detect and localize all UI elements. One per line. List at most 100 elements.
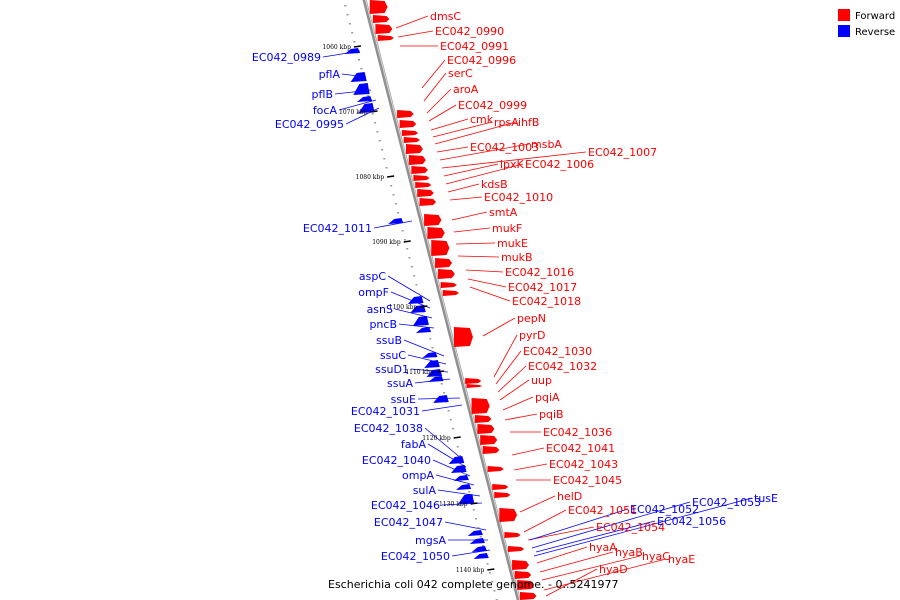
reverse-gene-arrow[interactable]: [415, 327, 432, 333]
forward-gene-label[interactable]: EC042_0990: [435, 25, 504, 38]
forward-gene-arrow[interactable]: [405, 144, 423, 154]
forward-gene-arrow[interactable]: [431, 240, 450, 256]
forward-gene-label[interactable]: cmk: [470, 113, 494, 126]
forward-gene-arrow[interactable]: [419, 198, 437, 206]
reverse-gene-arrow[interactable]: [424, 360, 440, 368]
reverse-gene-arrow[interactable]: [450, 465, 467, 473]
forward-gene-label[interactable]: EC042_1003: [470, 141, 539, 154]
forward-gene-label[interactable]: hyaC: [642, 550, 670, 563]
forward-gene-arrow[interactable]: [494, 492, 511, 498]
reverse-gene-label[interactable]: ssuE: [391, 393, 416, 406]
forward-gene-arrow[interactable]: [440, 282, 457, 288]
forward-gene-label[interactable]: EC042_1051: [568, 504, 637, 517]
reverse-gene-arrow[interactable]: [357, 96, 373, 102]
forward-gene-label[interactable]: EC042_1017: [508, 281, 577, 294]
forward-gene-arrow[interactable]: [466, 384, 483, 388]
forward-gene-label[interactable]: mukB: [501, 251, 533, 264]
forward-gene-arrow[interactable]: [517, 580, 535, 590]
forward-gene-arrow[interactable]: [487, 466, 504, 472]
reverse-gene-label[interactable]: EC042_1038: [354, 422, 423, 435]
forward-gene-arrow[interactable]: [399, 120, 417, 128]
forward-gene-arrow[interactable]: [477, 424, 495, 434]
forward-gene-label[interactable]: EC042_0999: [458, 99, 527, 112]
forward-gene-arrow[interactable]: [377, 35, 394, 41]
reverse-gene-label[interactable]: pflA: [319, 68, 341, 81]
reverse-gene-arrow[interactable]: [455, 484, 472, 490]
forward-gene-label[interactable]: pyrD: [519, 329, 546, 342]
reverse-gene-label[interactable]: EC042_1052: [630, 503, 699, 516]
reverse-gene-arrow[interactable]: [353, 83, 370, 95]
forward-gene-label[interactable]: EC042_1007: [588, 146, 657, 159]
reverse-gene-label[interactable]: ssuD1: [375, 363, 409, 376]
forward-gene-label[interactable]: EC042_0991: [440, 40, 509, 53]
forward-gene-arrow[interactable]: [424, 214, 442, 226]
forward-gene-arrow[interactable]: [408, 155, 426, 165]
forward-gene-label[interactable]: EC042_1016: [505, 266, 574, 279]
forward-gene-label[interactable]: msbA: [531, 138, 562, 151]
forward-gene-arrow[interactable]: [519, 592, 537, 600]
forward-gene-label[interactable]: lpxK: [500, 158, 525, 171]
forward-gene-label[interactable]: aroA: [453, 83, 479, 96]
reverse-gene-arrow[interactable]: [428, 376, 444, 382]
reverse-gene-label[interactable]: ssuC: [380, 349, 406, 362]
forward-gene-arrow[interactable]: [397, 110, 414, 118]
forward-gene-arrow[interactable]: [514, 571, 532, 579]
reverse-gene-arrow[interactable]: [426, 369, 443, 377]
forward-gene-label[interactable]: EC042_0996: [447, 54, 516, 67]
forward-gene-label[interactable]: serC: [448, 67, 473, 80]
reverse-gene-arrow[interactable]: [469, 538, 485, 544]
reverse-gene-label[interactable]: EC042_1056: [657, 515, 726, 528]
forward-gene-label[interactable]: kdsB: [481, 178, 508, 191]
forward-gene-label[interactable]: uup: [531, 374, 552, 387]
forward-gene-arrow[interactable]: [474, 415, 492, 423]
reverse-gene-arrow[interactable]: [350, 72, 367, 82]
forward-gene-arrow[interactable]: [499, 508, 518, 522]
reverse-gene-label[interactable]: tusE: [754, 492, 778, 505]
reverse-gene-label[interactable]: EC042_0995: [275, 118, 344, 131]
forward-gene-arrow[interactable]: [427, 227, 445, 239]
forward-gene-arrow[interactable]: [437, 269, 455, 279]
reverse-gene-label[interactable]: ssuB: [376, 334, 402, 347]
reverse-gene-label[interactable]: EC042_1053: [692, 496, 761, 509]
reverse-gene-label[interactable]: EC042_1050: [381, 550, 450, 563]
reverse-gene-arrow[interactable]: [453, 475, 469, 481]
forward-gene-label[interactable]: EC042_1032: [528, 360, 597, 373]
forward-gene-arrow[interactable]: [401, 130, 419, 136]
forward-gene-arrow[interactable]: [453, 327, 473, 347]
forward-gene-label[interactable]: EC042_1006: [525, 158, 594, 171]
forward-gene-label[interactable]: EC042_1045: [553, 474, 622, 487]
forward-gene-label[interactable]: hyaE: [668, 553, 695, 566]
forward-gene-arrow[interactable]: [480, 435, 498, 445]
forward-gene-label[interactable]: mukE: [497, 237, 528, 250]
reverse-gene-arrow[interactable]: [433, 395, 449, 403]
forward-gene-label[interactable]: rpsA: [494, 116, 519, 129]
forward-gene-arrow[interactable]: [442, 290, 459, 296]
reverse-gene-label[interactable]: focA: [313, 104, 338, 117]
reverse-gene-label[interactable]: pncB: [369, 318, 397, 331]
reverse-gene-label[interactable]: ompA: [402, 469, 434, 482]
reverse-gene-arrow[interactable]: [388, 218, 404, 224]
reverse-gene-label[interactable]: EC042_1031: [351, 405, 420, 418]
forward-gene-arrow[interactable]: [512, 560, 530, 570]
forward-gene-label[interactable]: EC042_1043: [549, 458, 618, 471]
reverse-gene-arrow[interactable]: [422, 352, 438, 358]
forward-gene-label[interactable]: EC042_1018: [512, 295, 581, 308]
reverse-gene-label[interactable]: EC042_1047: [374, 516, 443, 529]
forward-gene-arrow[interactable]: [372, 15, 390, 23]
forward-gene-label[interactable]: EC042_1054: [596, 521, 665, 534]
reverse-gene-arrow[interactable]: [344, 48, 361, 54]
reverse-gene-label[interactable]: EC042_1011: [303, 222, 372, 235]
reverse-gene-label[interactable]: mgsA: [415, 534, 446, 547]
reverse-gene-arrow[interactable]: [407, 296, 424, 304]
forward-gene-label[interactable]: pqiB: [539, 408, 564, 421]
reverse-gene-label[interactable]: EC042_1046: [371, 499, 440, 512]
reverse-gene-arrow[interactable]: [448, 456, 465, 464]
reverse-gene-arrow[interactable]: [473, 553, 489, 559]
reverse-gene-label[interactable]: aspC: [359, 270, 386, 283]
forward-gene-arrow[interactable]: [435, 258, 453, 268]
forward-gene-label[interactable]: EC042_1036: [543, 426, 612, 439]
reverse-gene-arrow[interactable]: [358, 103, 375, 113]
reverse-gene-label[interactable]: EC042_1040: [362, 454, 431, 467]
reverse-gene-label[interactable]: EC042_0989: [252, 51, 321, 64]
